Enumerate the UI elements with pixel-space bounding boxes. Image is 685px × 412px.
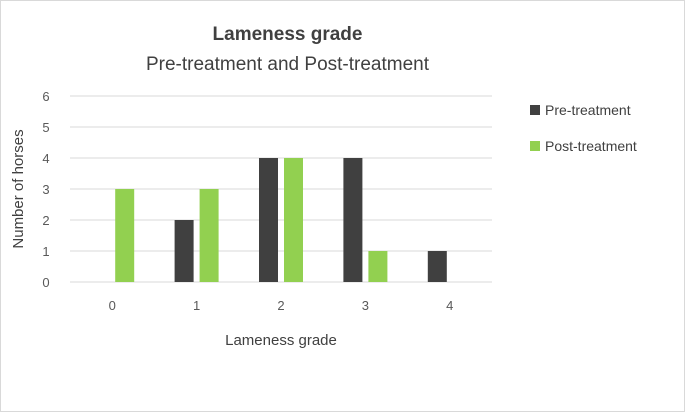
gridlines: [70, 95, 492, 283]
x-tick-label: 3: [362, 298, 369, 313]
y-tick-label: 5: [42, 120, 49, 135]
bar-pre-treatment-3: [343, 158, 363, 282]
x-axis-title: Lameness grade: [225, 332, 337, 349]
y-tick-label: 3: [42, 182, 49, 197]
y-axis-title: Number of horses: [10, 129, 27, 248]
bar-post-treatment-2: [284, 158, 303, 282]
legend: Pre-treatment Post-treatment: [530, 102, 637, 154]
bar-post-treatment-3: [368, 251, 388, 282]
x-tick-label: 0: [109, 298, 116, 313]
bar-pre-treatment-1: [174, 220, 194, 282]
chart-subtitle: Pre-treatment and Post-treatment: [145, 54, 429, 75]
x-tick-label: 1: [193, 298, 200, 313]
y-tick-labels: 0 1 2 3 4 5 6: [42, 89, 49, 290]
x-tick-labels: 0 1 2 3 4: [109, 298, 454, 313]
legend-swatch: [530, 141, 540, 151]
bar-pre-treatment-4: [427, 251, 447, 282]
bar-post-treatment-0: [115, 189, 135, 282]
legend-label: Pre-treatment: [545, 102, 631, 118]
legend-label: Post-treatment: [545, 138, 637, 154]
bar-post-treatment-1: [199, 189, 219, 282]
chart-title: Lameness grade: [212, 24, 363, 45]
bars: [115, 158, 447, 282]
y-tick-label: 4: [42, 151, 49, 166]
x-tick-label: 4: [446, 298, 453, 313]
bar-pre-treatment-2: [259, 158, 278, 282]
x-tick-label: 2: [277, 298, 284, 313]
y-tick-label: 2: [42, 213, 49, 228]
legend-swatch: [530, 105, 540, 115]
y-tick-label: 6: [42, 89, 49, 104]
y-tick-label: 1: [42, 244, 49, 259]
y-tick-label: 0: [42, 275, 49, 290]
